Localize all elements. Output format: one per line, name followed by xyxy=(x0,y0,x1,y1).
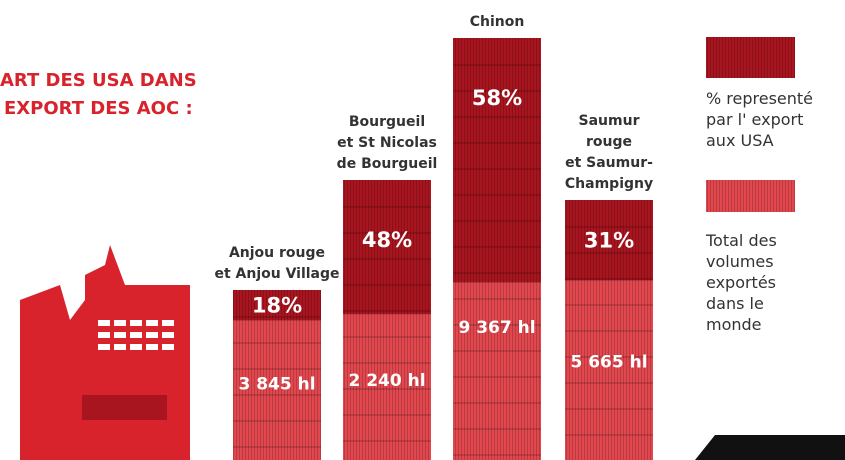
category-label: Anjou rouge xyxy=(229,245,325,261)
container-edge xyxy=(453,116,541,118)
legend-label: Total des volumes exportés dans le monde xyxy=(706,230,796,335)
container-edge xyxy=(565,304,653,306)
percent-label: 58% xyxy=(472,86,522,110)
container-edge xyxy=(565,382,653,384)
container-edge xyxy=(453,376,541,378)
page: ART DES USA DANS EXPORT DES AOC : 18% 3 8… xyxy=(0,0,845,460)
container-edge xyxy=(343,414,431,416)
container-edge xyxy=(343,310,431,312)
container-edge xyxy=(343,284,431,286)
container-edge xyxy=(343,206,431,208)
container-edge xyxy=(453,142,541,144)
container-edge xyxy=(233,342,321,344)
category-label: Saumur xyxy=(579,113,640,129)
category-label: et Saumur- xyxy=(565,155,653,171)
container-edge xyxy=(453,168,541,170)
container-edge xyxy=(453,246,541,248)
container-edge xyxy=(233,446,321,448)
container-edge xyxy=(343,336,431,338)
title-line: ART DES USA DANS xyxy=(0,70,197,91)
container-edge xyxy=(453,428,541,430)
legend-swatch-texture xyxy=(706,180,795,212)
container-edge xyxy=(453,298,541,300)
container-edge xyxy=(565,434,653,436)
container-edge xyxy=(453,220,541,222)
legend-swatch-texture xyxy=(706,37,795,78)
category-label: rouge xyxy=(586,134,632,150)
container-edge xyxy=(453,64,541,66)
container-edge xyxy=(343,362,431,364)
percent-label: 31% xyxy=(584,228,634,252)
container-edge xyxy=(233,420,321,422)
category-label: Bourgueil xyxy=(349,114,425,130)
legend-label: % representé par l' export aux USA xyxy=(706,88,821,151)
title-line: EXPORT DES AOC : xyxy=(4,98,193,119)
container-edge xyxy=(565,408,653,410)
container-edge xyxy=(453,194,541,196)
container-edge xyxy=(453,350,541,352)
category-label: Chinon xyxy=(470,14,525,30)
volume-label: 3 845 hl xyxy=(238,374,315,394)
container-edge xyxy=(565,330,653,332)
percent-label: 18% xyxy=(252,293,302,317)
container-edge xyxy=(565,278,653,280)
percent-label: 48% xyxy=(362,228,412,252)
category-label: de Bourgueil xyxy=(337,156,438,172)
category-label: et St Nicolas xyxy=(337,135,437,151)
corner-shape xyxy=(695,435,845,460)
category-label: Champigny xyxy=(565,176,653,192)
container-edge xyxy=(453,454,541,456)
volume-label: 9 367 hl xyxy=(458,318,535,338)
volume-label: 5 665 hl xyxy=(570,352,647,372)
container-edge xyxy=(453,402,541,404)
volume-label: 2 240 hl xyxy=(348,371,425,391)
container-edge xyxy=(343,258,431,260)
texture xyxy=(343,180,431,460)
factory-icon xyxy=(20,245,190,460)
category-label: et Anjou Village xyxy=(214,266,339,282)
container-edge xyxy=(343,440,431,442)
container-edge xyxy=(453,272,541,274)
container-edge xyxy=(233,368,321,370)
